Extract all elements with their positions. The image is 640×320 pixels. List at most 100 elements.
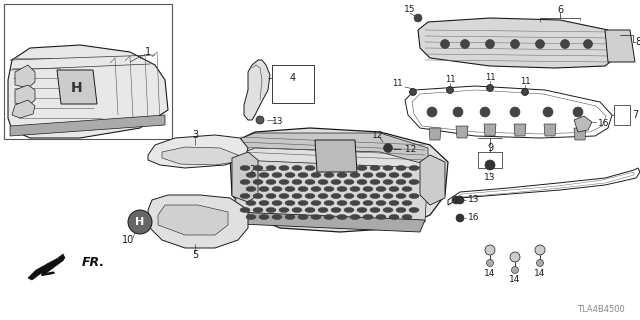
- Ellipse shape: [357, 207, 367, 212]
- Text: 14: 14: [509, 276, 521, 284]
- Circle shape: [486, 260, 493, 267]
- Ellipse shape: [363, 172, 373, 178]
- Ellipse shape: [292, 194, 302, 198]
- Circle shape: [486, 84, 493, 92]
- Ellipse shape: [331, 207, 341, 212]
- Circle shape: [561, 39, 570, 49]
- Text: 8: 8: [635, 37, 640, 47]
- Text: 13: 13: [272, 117, 284, 126]
- Circle shape: [410, 89, 417, 95]
- Bar: [478, 152, 502, 168]
- Polygon shape: [230, 128, 448, 232]
- Ellipse shape: [253, 207, 263, 212]
- Ellipse shape: [376, 187, 386, 191]
- Ellipse shape: [331, 180, 341, 185]
- Ellipse shape: [311, 187, 321, 191]
- Ellipse shape: [376, 201, 386, 205]
- Ellipse shape: [285, 201, 295, 205]
- Ellipse shape: [285, 172, 295, 178]
- Polygon shape: [15, 65, 35, 88]
- Text: 6: 6: [557, 5, 563, 15]
- Ellipse shape: [240, 194, 250, 198]
- Text: 1: 1: [145, 47, 151, 57]
- Circle shape: [510, 252, 520, 262]
- Ellipse shape: [409, 180, 419, 185]
- Polygon shape: [514, 124, 526, 136]
- Circle shape: [456, 196, 464, 204]
- Ellipse shape: [389, 214, 399, 220]
- Text: 2: 2: [249, 165, 255, 175]
- Ellipse shape: [311, 201, 321, 205]
- Text: 7: 7: [632, 110, 638, 120]
- Text: 14: 14: [534, 268, 546, 277]
- Ellipse shape: [363, 214, 373, 220]
- Circle shape: [461, 39, 470, 49]
- Ellipse shape: [324, 172, 334, 178]
- Circle shape: [440, 39, 449, 49]
- Ellipse shape: [253, 180, 263, 185]
- Ellipse shape: [350, 201, 360, 205]
- Ellipse shape: [331, 194, 341, 198]
- Circle shape: [535, 245, 545, 255]
- Ellipse shape: [350, 187, 360, 191]
- Ellipse shape: [370, 180, 380, 185]
- Ellipse shape: [344, 207, 354, 212]
- Ellipse shape: [318, 207, 328, 212]
- Ellipse shape: [350, 172, 360, 178]
- Ellipse shape: [409, 194, 419, 198]
- Ellipse shape: [292, 207, 302, 212]
- Ellipse shape: [266, 207, 276, 212]
- Ellipse shape: [266, 180, 276, 185]
- Circle shape: [414, 14, 422, 22]
- Circle shape: [511, 39, 520, 49]
- Ellipse shape: [253, 165, 263, 171]
- Polygon shape: [158, 205, 228, 235]
- Ellipse shape: [246, 214, 256, 220]
- Ellipse shape: [279, 180, 289, 185]
- Polygon shape: [148, 195, 248, 248]
- Ellipse shape: [396, 194, 406, 198]
- Polygon shape: [148, 135, 248, 168]
- Ellipse shape: [409, 207, 419, 212]
- Circle shape: [543, 107, 553, 117]
- Polygon shape: [15, 85, 35, 106]
- Ellipse shape: [318, 194, 328, 198]
- Ellipse shape: [266, 194, 276, 198]
- Circle shape: [485, 245, 495, 255]
- Ellipse shape: [305, 180, 315, 185]
- Text: 4: 4: [290, 73, 296, 83]
- Text: 11: 11: [392, 79, 403, 89]
- Bar: [4, 4, 172, 139]
- Circle shape: [453, 107, 463, 117]
- Ellipse shape: [318, 165, 328, 171]
- Polygon shape: [605, 30, 635, 62]
- Ellipse shape: [318, 180, 328, 185]
- Ellipse shape: [272, 187, 282, 191]
- Text: 16: 16: [598, 119, 609, 129]
- Polygon shape: [10, 115, 165, 136]
- Ellipse shape: [402, 201, 412, 205]
- Polygon shape: [235, 160, 428, 222]
- Ellipse shape: [396, 165, 406, 171]
- Text: 12: 12: [372, 131, 384, 140]
- Circle shape: [510, 107, 520, 117]
- Ellipse shape: [383, 207, 393, 212]
- Circle shape: [584, 39, 593, 49]
- Text: 11: 11: [484, 74, 495, 83]
- Ellipse shape: [396, 180, 406, 185]
- Ellipse shape: [370, 165, 380, 171]
- Ellipse shape: [337, 201, 347, 205]
- Text: H: H: [71, 81, 83, 95]
- Ellipse shape: [305, 194, 315, 198]
- Bar: [614, 105, 630, 125]
- Ellipse shape: [389, 201, 399, 205]
- Ellipse shape: [389, 172, 399, 178]
- Circle shape: [128, 210, 152, 234]
- Text: 3: 3: [192, 130, 198, 140]
- Ellipse shape: [279, 207, 289, 212]
- Circle shape: [536, 39, 545, 49]
- Ellipse shape: [246, 201, 256, 205]
- Ellipse shape: [259, 172, 269, 178]
- Ellipse shape: [305, 207, 315, 212]
- Ellipse shape: [363, 187, 373, 191]
